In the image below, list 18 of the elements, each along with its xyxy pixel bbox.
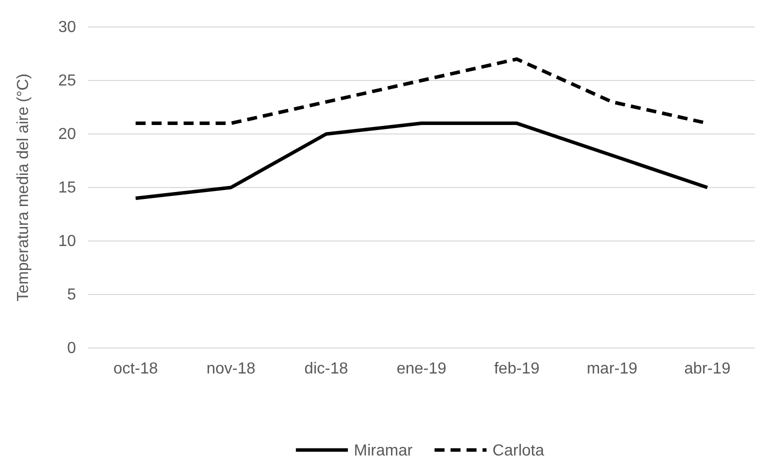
x-tick-label: feb-19 [494, 360, 540, 378]
y-tick-label: 10 [58, 233, 76, 250]
line-series [134, 122, 710, 200]
legend-label: Miramar [354, 442, 414, 460]
y-tick-label: 20 [58, 126, 76, 144]
x-tick-label: dic-18 [304, 360, 348, 378]
x-tick-label: ene-19 [396, 360, 447, 378]
y-tick-label: 15 [58, 180, 76, 197]
y-tick-label: 25 [58, 72, 76, 90]
y-tick-label: 5 [67, 286, 76, 304]
x-tick-label: abr-19 [684, 360, 731, 378]
y-axis-title: Temperatura media del aire (°C) [15, 74, 32, 302]
legend-label: Carlota [492, 442, 544, 460]
y-tick-label: 0 [67, 340, 76, 358]
x-tick-label: nov-18 [206, 360, 256, 378]
y-tick-label: 30 [58, 19, 76, 36]
x-tick-label: oct-18 [113, 360, 158, 378]
x-tick-label: mar-19 [586, 360, 638, 378]
